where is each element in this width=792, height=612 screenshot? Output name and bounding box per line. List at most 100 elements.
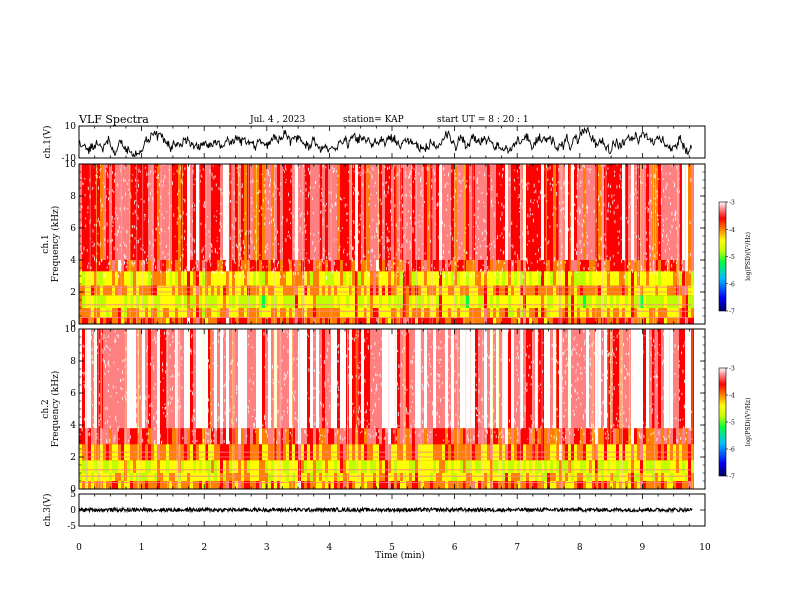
spectrogram-speckle <box>272 243 274 246</box>
spectrogram-cell <box>139 329 142 429</box>
spectrogram-speckle <box>191 418 193 423</box>
spectrogram-cell <box>196 329 199 429</box>
spectrogram-speckle <box>609 184 611 189</box>
spectrogram-cell <box>109 260 112 272</box>
spectrogram-cell <box>271 460 274 473</box>
spectrogram-speckle <box>391 215 393 219</box>
spectrogram-speckle <box>573 202 575 206</box>
spectrogram-speckle <box>418 257 420 259</box>
spectrogram-cell <box>619 317 622 324</box>
spectrogram-cell <box>601 481 604 489</box>
spectrogram-cell <box>517 460 520 473</box>
spectrogram-speckle <box>503 399 505 401</box>
spectrogram-speckle <box>143 218 145 221</box>
spectrogram-speckle <box>250 196 252 199</box>
spectrogram-cell <box>97 308 100 318</box>
spectrogram-speckle <box>621 186 623 189</box>
spectrogram-cell <box>241 329 244 429</box>
spectrogram-speckle <box>445 208 447 211</box>
spectrogram-cell <box>466 285 469 296</box>
spectrogram-cell <box>310 329 313 429</box>
spectrogram-speckle <box>454 256 456 259</box>
spectrogram-speckle <box>443 274 445 279</box>
spectrogram-speckle <box>127 182 129 185</box>
spectrogram-cell <box>229 164 232 260</box>
spectrogram-cell <box>661 473 664 481</box>
spectrogram-speckle <box>372 409 374 412</box>
spectrogram-cell <box>118 428 121 445</box>
spectrogram-speckle <box>512 244 514 249</box>
spectrogram-speckle <box>654 243 656 246</box>
spectrogram-speckle <box>108 384 110 387</box>
spectrogram-speckle <box>444 174 446 176</box>
spectrogram-cell <box>298 308 301 318</box>
spectrogram-cell <box>448 473 451 481</box>
spectrogram-speckle <box>406 239 408 243</box>
spectrogram-cell <box>661 317 664 324</box>
spectrogram-speckle <box>397 227 399 230</box>
spectrogram-cell <box>226 473 229 481</box>
spectrogram-speckle <box>638 238 640 240</box>
spectrogram-speckle <box>500 184 502 186</box>
spectrogram-speckle <box>283 377 285 381</box>
spectrogram-cell <box>667 260 670 272</box>
spectrogram-speckle <box>442 256 444 259</box>
spectrogram-speckle <box>308 191 310 196</box>
spectrogram-cell <box>676 473 679 481</box>
spectrogram-speckle <box>108 197 110 200</box>
spectrogram-speckle <box>223 197 225 200</box>
spectrogram-cell <box>169 428 172 445</box>
spectrogram-cell <box>157 308 160 318</box>
spectrogram-speckle <box>583 266 585 271</box>
spectrogram-cell <box>583 473 586 481</box>
spectrogram-speckle <box>105 169 107 173</box>
spectrogram-speckle <box>84 193 86 197</box>
spectrogram-cell <box>469 271 472 286</box>
spectrogram-speckle <box>412 209 414 214</box>
spectrogram-cell <box>136 295 139 308</box>
spectrogram-speckle <box>584 190 586 194</box>
spectrogram-cell <box>466 260 469 272</box>
spectrogram-speckle <box>414 177 416 180</box>
spectrogram-cell <box>631 308 634 318</box>
spectrogram-cell <box>598 164 601 260</box>
spectrogram-speckle <box>671 211 673 216</box>
spectrogram-speckle <box>296 203 298 205</box>
spectrogram-speckle <box>621 215 623 218</box>
spectrogram-speckle <box>671 255 673 260</box>
spectrogram-cell <box>577 295 580 308</box>
spectrogram-speckle <box>584 214 586 217</box>
spectrogram-cell <box>133 260 136 272</box>
spectrogram-cell <box>493 329 496 429</box>
spectrogram-speckle <box>302 164 304 168</box>
spectrogram-speckle <box>285 238 287 243</box>
spectrogram-speckle <box>562 436 564 438</box>
spectrogram-cell <box>97 164 100 260</box>
spectrogram-cell <box>664 260 667 272</box>
spectrogram-cell <box>613 481 616 489</box>
spectrogram-cell <box>511 317 514 324</box>
spectrogram-streak <box>303 164 305 324</box>
spectrogram-speckle <box>576 186 578 190</box>
spectrogram-cell <box>475 460 478 473</box>
spectrogram-cell <box>238 295 241 308</box>
spectrogram-speckle <box>162 406 164 409</box>
spectrogram-speckle <box>650 175 652 177</box>
spectrogram-speckle <box>583 329 585 334</box>
spectrogram-speckle <box>370 264 372 267</box>
spectrogram-speckle <box>243 218 245 221</box>
spectrogram-speckle <box>296 228 298 233</box>
spectrogram-speckle <box>513 169 515 171</box>
spectrogram-speckle <box>221 191 223 195</box>
spectrogram-speckle <box>617 230 619 233</box>
spectrogram-speckle <box>489 247 491 251</box>
spectrogram-speckle <box>593 267 595 270</box>
spectrogram-speckle <box>528 266 530 270</box>
spectrogram-cell <box>316 473 319 481</box>
spectrogram-speckle <box>313 257 315 260</box>
spectrogram-speckle <box>365 172 367 174</box>
spectrogram-speckle <box>632 237 634 240</box>
spectrogram-cell <box>103 481 106 489</box>
spectrogram-cell <box>661 295 664 308</box>
spectrogram-speckle <box>274 236 276 241</box>
